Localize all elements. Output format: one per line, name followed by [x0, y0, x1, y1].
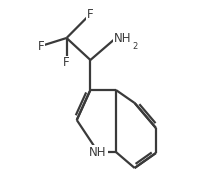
Text: NH: NH [114, 32, 132, 44]
Text: 2: 2 [132, 42, 137, 52]
Text: F: F [63, 56, 70, 70]
Text: NH: NH [89, 145, 107, 158]
Text: F: F [87, 7, 94, 21]
Text: F: F [38, 39, 44, 53]
